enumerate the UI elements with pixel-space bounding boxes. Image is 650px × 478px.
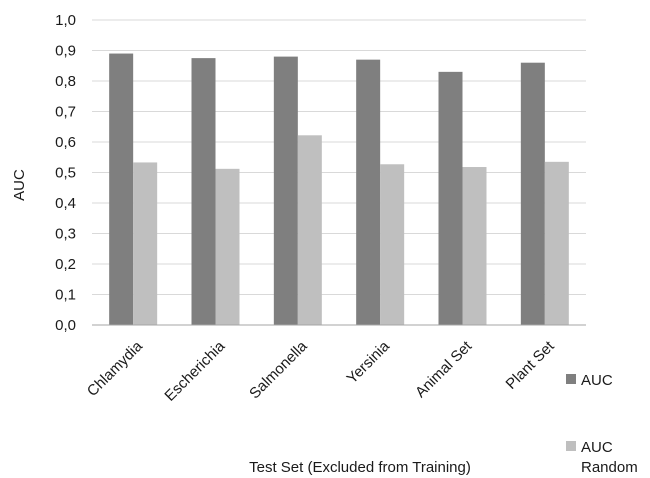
y-tick-label: 0,5 [55, 165, 76, 182]
bar-auc [520, 62, 545, 325]
y-tick-label: 0,7 [55, 104, 76, 121]
legend-label: AUC [581, 372, 613, 389]
bar-auc [109, 53, 134, 326]
y-tick-label: 0,3 [55, 226, 76, 243]
bar-auc [191, 58, 216, 325]
y-tick-label: 0,8 [55, 73, 76, 90]
bar-auc [273, 56, 298, 325]
y-tick-label: 0,0 [55, 317, 76, 334]
x-tick-label: Plant Set [503, 337, 559, 393]
y-axis-title: AUC [11, 169, 28, 201]
bar-auc [438, 71, 463, 325]
legend-swatch [566, 374, 576, 384]
y-tick-label: 0,6 [55, 134, 76, 151]
x-tick-labels: Chlamydia Escherichia Salmonella Yersinia An… [84, 337, 558, 404]
bar-auc-random [215, 168, 240, 325]
y-tick-label: 1,0 [55, 12, 76, 29]
legend-label: AUC [581, 439, 613, 456]
bars [109, 53, 569, 326]
bar-auc-random [133, 162, 158, 325]
bar-auc-random [544, 161, 569, 325]
legend-label: Random [581, 459, 638, 476]
y-tick-label: 0,2 [55, 256, 76, 273]
bar-auc-random [380, 164, 405, 325]
x-tick-label: Salmonella [246, 337, 311, 402]
legend: AUC AUC Random [566, 372, 638, 476]
y-tick-label: 0,9 [55, 43, 76, 60]
x-tick-label: Animal Set [412, 337, 476, 401]
legend-swatch [566, 441, 576, 451]
bar-auc-random [462, 167, 487, 325]
y-tick-label: 0,4 [55, 195, 76, 212]
x-tick-label: Yersinia [344, 337, 394, 387]
x-axis-title: Test Set (Excluded from Training) [249, 459, 471, 476]
x-tick-label: Chlamydia [84, 337, 147, 400]
gridlines [92, 19, 586, 295]
bar-auc [356, 59, 381, 326]
bar-auc-random [297, 135, 322, 325]
y-tick-labels: 0,0 0,1 0,2 0,3 0,4 0,5 0,6 0,7 0,8 0,9 1,0 [55, 12, 76, 334]
y-tick-label: 0,1 [55, 287, 76, 304]
x-tick-label: Escherichia [161, 337, 228, 404]
